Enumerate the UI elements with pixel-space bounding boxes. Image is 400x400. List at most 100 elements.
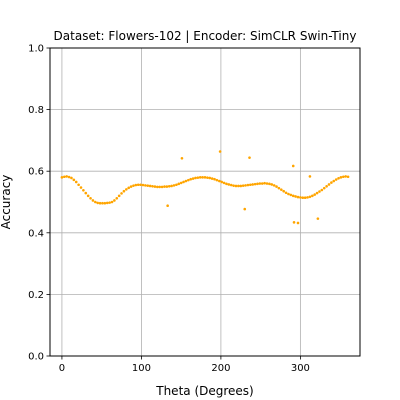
data-point	[151, 184, 154, 188]
data-point	[179, 181, 183, 185]
y-tick-label: 0.2	[28, 290, 44, 301]
data-point	[346, 175, 350, 179]
data-point	[215, 178, 219, 182]
data-point	[187, 178, 190, 182]
data-point	[225, 182, 228, 186]
data-point	[334, 178, 338, 181]
data-point	[296, 195, 300, 199]
chart-title: Dataset: Flowers-102 | Encoder: SimCLR S…	[54, 29, 357, 43]
data-point	[182, 180, 185, 184]
data-point	[70, 176, 73, 180]
data-point	[132, 184, 135, 187]
data-point	[263, 181, 266, 185]
data-point	[330, 181, 333, 184]
data-point	[248, 156, 251, 159]
data-point	[316, 217, 320, 220]
data-point	[82, 188, 85, 192]
data-point	[180, 156, 184, 160]
data-point	[308, 175, 312, 178]
data-point	[156, 185, 159, 189]
data-point	[275, 185, 278, 188]
data-point	[241, 184, 245, 187]
data-point	[268, 182, 271, 186]
data-point	[253, 182, 257, 186]
data-point	[251, 183, 254, 186]
data-point	[318, 190, 321, 193]
data-point	[289, 193, 293, 197]
data-point	[203, 176, 207, 179]
data-point	[84, 191, 88, 195]
data-point	[163, 185, 166, 188]
data-point	[303, 196, 307, 199]
data-point	[72, 178, 76, 182]
data-point	[201, 176, 204, 179]
data-point	[172, 184, 176, 187]
data-point	[342, 175, 345, 179]
data-point	[291, 164, 295, 168]
data-point	[167, 184, 171, 188]
data-point	[134, 183, 138, 187]
data-point	[120, 192, 123, 195]
data-point	[210, 177, 214, 180]
scatter-points	[60, 150, 350, 225]
axis-ticks: 0 100 200 300 0.0 0.2 0.4 0.6 0.8 1.0	[28, 44, 310, 375]
data-point	[189, 177, 192, 181]
data-point	[258, 182, 262, 185]
data-point	[344, 175, 347, 178]
x-tick-label: 0	[59, 363, 65, 374]
data-point	[243, 207, 247, 211]
data-point	[265, 182, 269, 185]
y-tick-label: 0.8	[28, 105, 44, 116]
data-point	[294, 195, 297, 198]
data-point	[287, 192, 290, 196]
data-point	[306, 196, 309, 199]
data-point	[206, 176, 209, 179]
data-point	[327, 183, 331, 186]
data-point	[208, 176, 212, 180]
y-tick-label: 1.0	[28, 44, 44, 55]
data-point	[184, 179, 188, 183]
data-point	[153, 185, 157, 188]
data-point	[325, 184, 328, 188]
x-tick-label: 200	[211, 363, 230, 374]
data-point	[291, 194, 295, 198]
data-point	[308, 195, 312, 199]
data-point	[108, 201, 111, 204]
data-point	[194, 176, 197, 180]
data-point	[110, 200, 114, 204]
data-point	[299, 196, 302, 199]
data-point	[196, 176, 200, 179]
data-point	[158, 185, 161, 189]
data-point	[65, 175, 68, 178]
data-point	[165, 185, 169, 188]
data-point	[117, 194, 121, 198]
data-point	[89, 197, 92, 200]
data-point	[79, 186, 83, 189]
data-point	[237, 184, 240, 188]
data-point	[270, 183, 274, 186]
data-point	[256, 182, 259, 186]
data-point	[315, 191, 319, 195]
data-point	[86, 194, 90, 198]
y-tick-label: 0.0	[28, 352, 44, 363]
data-point	[234, 184, 238, 188]
data-point	[74, 180, 78, 184]
data-point	[292, 221, 296, 224]
data-point	[160, 185, 164, 189]
data-point	[320, 188, 324, 192]
data-point	[244, 184, 247, 187]
data-point	[98, 201, 102, 205]
data-point	[222, 181, 226, 185]
data-point	[272, 184, 276, 187]
data-point	[103, 201, 107, 205]
data-point	[146, 184, 150, 187]
y-tick-label: 0.6	[28, 167, 44, 178]
data-point	[144, 184, 147, 187]
data-point	[246, 183, 250, 187]
data-point	[125, 188, 128, 191]
data-point	[277, 186, 281, 190]
data-point	[122, 189, 126, 193]
data-point	[311, 194, 314, 198]
